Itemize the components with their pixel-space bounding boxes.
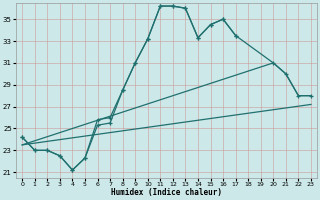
X-axis label: Humidex (Indice chaleur): Humidex (Indice chaleur) bbox=[111, 188, 222, 197]
